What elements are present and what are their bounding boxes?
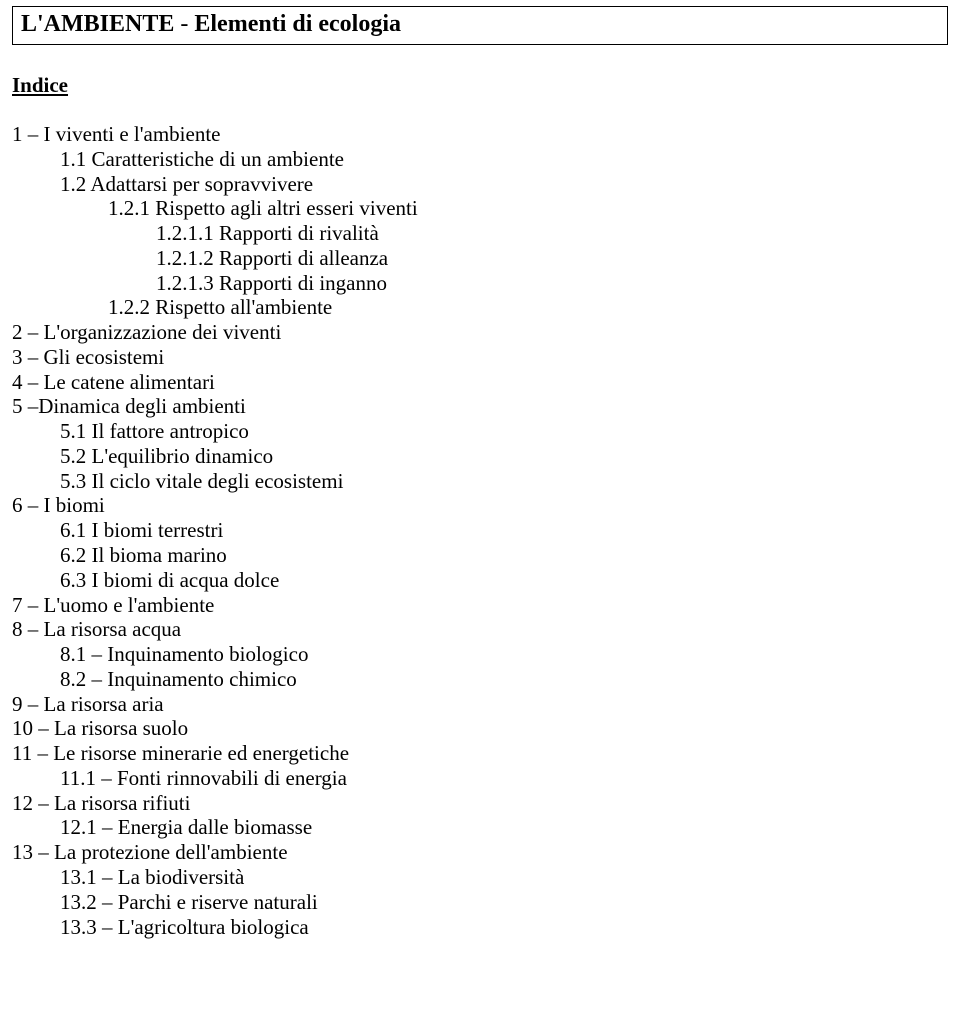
toc-entry: 5.1 Il fattore antropico — [60, 419, 948, 444]
document-page: L'AMBIENTE - Elementi di ecologia Indice… — [0, 0, 960, 959]
indice-heading: Indice — [12, 73, 948, 98]
toc-entry: 6 – I biomi — [12, 493, 948, 518]
toc-entry: 12 – La risorsa rifiuti — [12, 791, 948, 816]
toc-entry: 2 – L'organizzazione dei viventi — [12, 320, 948, 345]
toc-entry: 13 – La protezione dell'ambiente — [12, 840, 948, 865]
toc-entry: 7 – L'uomo e l'ambiente — [12, 593, 948, 618]
title-sep: - — [174, 11, 194, 37]
title-box: L'AMBIENTE - Elementi di ecologia — [12, 6, 948, 45]
toc-entry: 9 – La risorsa aria — [12, 692, 948, 717]
toc-entry: 1.1 Caratteristiche di un ambiente — [60, 147, 948, 172]
toc-entry: 13.1 – La biodiversità — [60, 865, 948, 890]
toc-entry: 1.2.1 Rispetto agli altri esseri viventi — [108, 196, 948, 221]
toc-entry: 6.3 I biomi di acqua dolce — [60, 568, 948, 593]
toc-entry: 6.2 Il bioma marino — [60, 543, 948, 568]
toc-entry: 10 – La risorsa suolo — [12, 716, 948, 741]
toc-entry: 6.1 I biomi terrestri — [60, 518, 948, 543]
toc-entry: 8 – La risorsa acqua — [12, 617, 948, 642]
toc-entry: 4 – Le catene alimentari — [12, 370, 948, 395]
toc-entry: 11.1 – Fonti rinnovabili di energia — [60, 766, 948, 791]
toc-entry: 3 – Gli ecosistemi — [12, 345, 948, 370]
toc-entry: 12.1 – Energia dalle biomasse — [60, 815, 948, 840]
title-sub: Elementi di ecologia — [194, 11, 401, 37]
toc-entry: 5 –Dinamica degli ambienti — [12, 394, 948, 419]
toc-entry: 5.2 L'equilibrio dinamico — [60, 444, 948, 469]
toc-entry: 1.2.1.1 Rapporti di rivalità — [156, 221, 948, 246]
toc-entry: 8.1 – Inquinamento biologico — [60, 642, 948, 667]
toc-entry: 11 – Le risorse minerarie ed energetiche — [12, 741, 948, 766]
toc-entry: 13.2 – Parchi e riserve naturali — [60, 890, 948, 915]
toc-entry: 1.2.1.2 Rapporti di alleanza — [156, 246, 948, 271]
toc-entry: 1.2.1.3 Rapporti di inganno — [156, 271, 948, 296]
toc-entry: 5.3 Il ciclo vitale degli ecosistemi — [60, 469, 948, 494]
toc-entry: 1.2.2 Rispetto all'ambiente — [108, 295, 948, 320]
toc-entry: 1 – I viventi e l'ambiente — [12, 122, 948, 147]
title-line: L'AMBIENTE - Elementi di ecologia — [21, 11, 939, 38]
title-main: L'AMBIENTE — [21, 11, 174, 37]
toc-entry: 8.2 – Inquinamento chimico — [60, 667, 948, 692]
table-of-contents: 1 – I viventi e l'ambiente1.1 Caratteris… — [12, 122, 948, 939]
toc-entry: 13.3 – L'agricoltura biologica — [60, 915, 948, 940]
toc-entry: 1.2 Adattarsi per sopravvivere — [60, 172, 948, 197]
